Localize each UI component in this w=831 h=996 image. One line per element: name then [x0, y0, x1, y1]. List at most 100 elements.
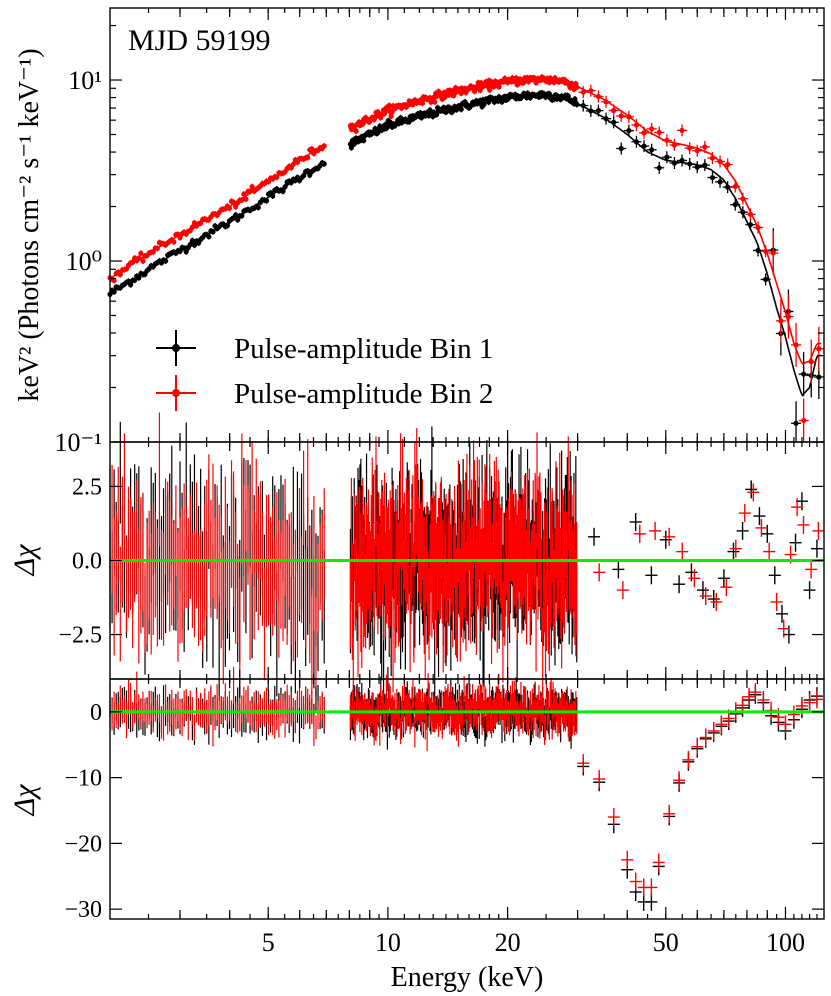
spectrum-point — [206, 234, 212, 240]
spectrum-point — [709, 155, 716, 161]
spectrum-point — [725, 161, 731, 168]
spectrum-point — [763, 276, 769, 283]
spectrum-point — [740, 209, 746, 215]
x-tick-label: 50 — [653, 928, 679, 957]
spectrum-point — [290, 161, 296, 167]
residual-panel-1: −2.5 0.0 2.5 Δχ — [8, 412, 825, 733]
spectrum-point — [755, 247, 761, 254]
spectrum-point — [709, 174, 716, 181]
spectrum-point — [611, 119, 617, 125]
spectrum-point — [603, 116, 609, 122]
residual-2-data — [109, 666, 824, 911]
spectrum-point — [132, 277, 138, 283]
x-axis-label: Energy (keV) — [391, 962, 544, 993]
spectrum-point — [486, 99, 492, 105]
spectrum-point — [351, 141, 357, 147]
spectrum-point — [717, 158, 723, 165]
spectrum-point — [717, 179, 723, 185]
spectrum-point — [305, 154, 311, 161]
spectrum-point — [226, 205, 233, 211]
spectrum-point — [580, 102, 586, 109]
spectrum-point — [694, 148, 700, 154]
residual-2-ticks: −30 −20 −10 0 5 10 20 50 100 — [64, 679, 824, 957]
spectrum-point — [664, 154, 670, 160]
spectrum-point — [130, 259, 136, 265]
spectrum-point — [458, 106, 464, 112]
spectrum-point — [770, 250, 776, 256]
spectrum-point — [574, 84, 580, 90]
spectrum-point — [747, 222, 754, 228]
spectrum-point — [755, 224, 761, 231]
spectrum-point — [687, 161, 693, 167]
spectrum-point — [611, 107, 617, 114]
spectrum-point — [224, 223, 231, 229]
spectrum-point — [230, 199, 237, 206]
spectrum-point — [136, 275, 142, 281]
x-tick-label: 100 — [766, 928, 805, 957]
spectrum-point — [588, 88, 594, 94]
y-tick-label: −10 — [64, 766, 102, 792]
spectrum-point — [233, 204, 239, 210]
spectrum-point — [633, 139, 640, 145]
spectrum-point — [432, 99, 438, 105]
spectrum-point — [763, 248, 769, 254]
spectrum-point — [595, 93, 602, 100]
spectrum-point — [270, 193, 276, 199]
spectrum-point — [163, 258, 169, 264]
spectrum-point — [189, 238, 195, 244]
residual-1-ticks: −2.5 0.0 2.5 — [58, 442, 824, 679]
y-tick-label: 0.0 — [72, 549, 102, 575]
spectrum-point — [687, 145, 693, 151]
model-curve-2 — [109, 78, 822, 365]
spectrum-point — [274, 174, 280, 180]
spectrum-point — [618, 113, 624, 119]
spectrum-point — [309, 146, 315, 152]
spectrum-point — [633, 122, 640, 128]
spectrum-point — [280, 188, 286, 194]
residual-1-data — [109, 412, 825, 733]
residual-panel-2: −30 −20 −10 0 5 10 20 50 100 Δχ Energy (keV) — [8, 666, 825, 993]
spectrum-point — [671, 160, 678, 166]
residual-1-ylabel: Δχ — [8, 544, 41, 577]
spectrum-point — [348, 145, 354, 151]
spectrum-point — [595, 107, 602, 114]
spectrum-point — [372, 126, 378, 132]
spectrum-point — [249, 184, 255, 190]
spectrum-point — [386, 102, 392, 109]
spectrum-point — [580, 89, 586, 95]
spectrum-point — [301, 173, 307, 179]
spectrum-point — [183, 249, 189, 255]
spectrum-legend: Pulse-amplitude Bin 1 Pulse-amplitude Bi… — [156, 330, 493, 411]
spectrum-point — [603, 99, 609, 105]
spectrum-annotation: MJD 59199 — [128, 24, 271, 57]
spectrum-point — [487, 87, 493, 93]
spectrum-point — [191, 242, 198, 248]
spectrum-point — [679, 127, 685, 134]
spectrum-point — [361, 137, 367, 144]
spectrum-point — [389, 109, 395, 115]
spectrum-point — [171, 239, 177, 245]
y-tick-label: −2.5 — [58, 623, 102, 649]
spectrum-point — [808, 359, 814, 365]
spectrum-point — [255, 204, 261, 211]
spectrum-point — [117, 271, 123, 278]
y-tick-label: 10⁻¹ — [54, 428, 102, 457]
spectrum-point — [626, 128, 632, 134]
spectrum-point — [136, 255, 142, 261]
residual-2-frame — [109, 678, 825, 920]
y-tick-label: 10¹ — [68, 66, 102, 95]
legend-marker-bin2 — [156, 375, 196, 411]
spectrum-point — [732, 183, 738, 190]
spectrum-point — [702, 144, 708, 150]
spectrum-point — [816, 346, 822, 352]
spectrum-point — [649, 126, 655, 132]
spectrum-point — [641, 143, 647, 149]
spectrum-ylabel: keV² (Photons cm⁻² s⁻¹ keV⁻¹) — [14, 48, 45, 401]
spectrum-point — [801, 417, 807, 424]
spectrum-point — [671, 142, 678, 148]
spectrum-point — [321, 161, 327, 167]
spectrum-panel: 10¹ 10⁰ 10⁻¹ MJD 59199 keV² (Photons cm⁻² … — [14, 7, 825, 457]
spectrum-point — [702, 162, 708, 168]
spectrum-point — [321, 143, 327, 149]
